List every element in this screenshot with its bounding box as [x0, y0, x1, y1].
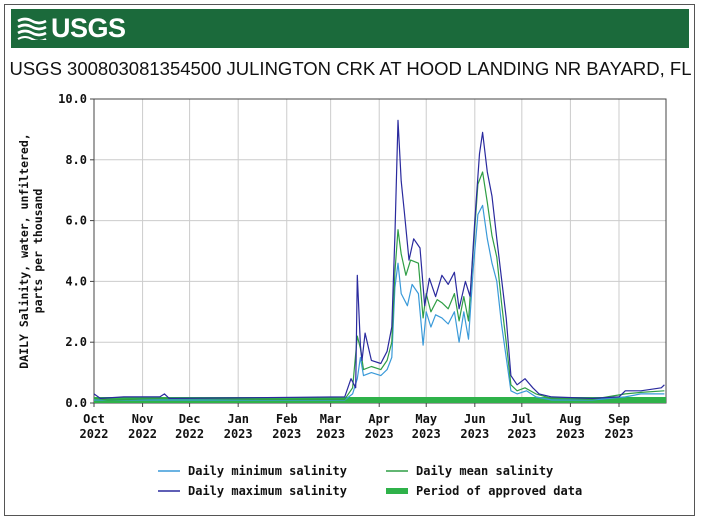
y-axis-label: DAILY Salinity, water, unfiltered, parts …: [17, 133, 45, 368]
x-tick-month-label: Sep: [608, 412, 630, 426]
x-tick-year-label: 2022: [80, 427, 109, 441]
y-axis-label-line: DAILY Salinity, water, unfiltered,: [17, 133, 31, 368]
legend-label-daily-maximum-salinity: Daily maximum salinity: [188, 484, 347, 498]
x-tick-month-label: Jul: [511, 412, 533, 426]
x-tick-year-label: 2023: [272, 427, 301, 441]
series-layer: [93, 119, 665, 401]
usgs-logo-text: USGS: [51, 13, 126, 43]
chart-title: USGS 300803081354500 JULINGTON CRK AT HO…: [9, 58, 692, 79]
approved-period-bar: [94, 397, 666, 403]
y-tick-label: 8.0: [65, 153, 87, 167]
legend-label-daily-mean-salinity: Daily mean salinity: [416, 464, 553, 478]
series-line-daily-minimum-salinity: [94, 204, 665, 401]
x-tick-month-label: Mar: [320, 412, 342, 426]
x-tick-year-label: 2023: [316, 427, 345, 441]
y-tick-label: 4.0: [65, 274, 87, 288]
x-tick-year-label: 2023: [605, 427, 634, 441]
y-tick-label: 10.0: [58, 92, 87, 106]
legend-label-period-of-approved-data: Period of approved data: [416, 484, 582, 498]
usgs-logo[interactable]: USGS: [17, 14, 126, 42]
y-tick-label: 0.0: [65, 396, 87, 410]
legend: Daily minimum salinity Daily mean salinit…: [158, 464, 582, 498]
x-tick-month-label: Jan: [227, 412, 249, 426]
grid-lines: [93, 98, 666, 404]
x-tick-year-label: 2023: [412, 427, 441, 441]
x-tick-month-label: Oct: [83, 412, 105, 426]
x-tick-month-label: Apr: [368, 412, 390, 426]
y-tick-label: 2.0: [65, 335, 87, 349]
x-tick-year-label: 2022: [175, 427, 204, 441]
x-tick-year-label: 2023: [224, 427, 253, 441]
x-tick-year-label: 2023: [460, 427, 489, 441]
series-line-daily-maximum-salinity: [93, 119, 665, 399]
x-tick-month-label: Aug: [560, 412, 582, 426]
figure-frame: [4, 4, 695, 516]
legend-swatch-period-of-approved-data: [386, 488, 408, 494]
y-axis: 0.0 2.0 4.0 6.0 8.0 10.0: [58, 92, 94, 410]
usgs-wave-icon: [17, 17, 47, 40]
y-tick-label: 6.0: [65, 214, 87, 228]
x-tick-month-label: May: [415, 412, 437, 426]
x-tick-month-label: Nov: [132, 412, 154, 426]
x-tick-year-label: 2023: [365, 427, 394, 441]
x-tick-month-label: Feb: [276, 412, 298, 426]
legend-label-daily-minimum-salinity: Daily minimum salinity: [188, 464, 347, 478]
x-tick-year-label: 2023: [556, 427, 585, 441]
y-axis-label-line: parts per thousand: [31, 189, 45, 314]
usgs-banner: USGS: [11, 9, 689, 48]
x-tick-year-label: 2023: [507, 427, 536, 441]
x-tick-month-label: Jun: [464, 412, 486, 426]
x-tick-month-label: Dec: [179, 412, 201, 426]
x-tick-year-label: 2022: [128, 427, 157, 441]
x-axis: Oct2022Nov2022Dec2022Jan2023Feb2023Mar20…: [80, 403, 634, 441]
plot-area: [93, 98, 667, 404]
approved-period-layer: [94, 397, 666, 403]
